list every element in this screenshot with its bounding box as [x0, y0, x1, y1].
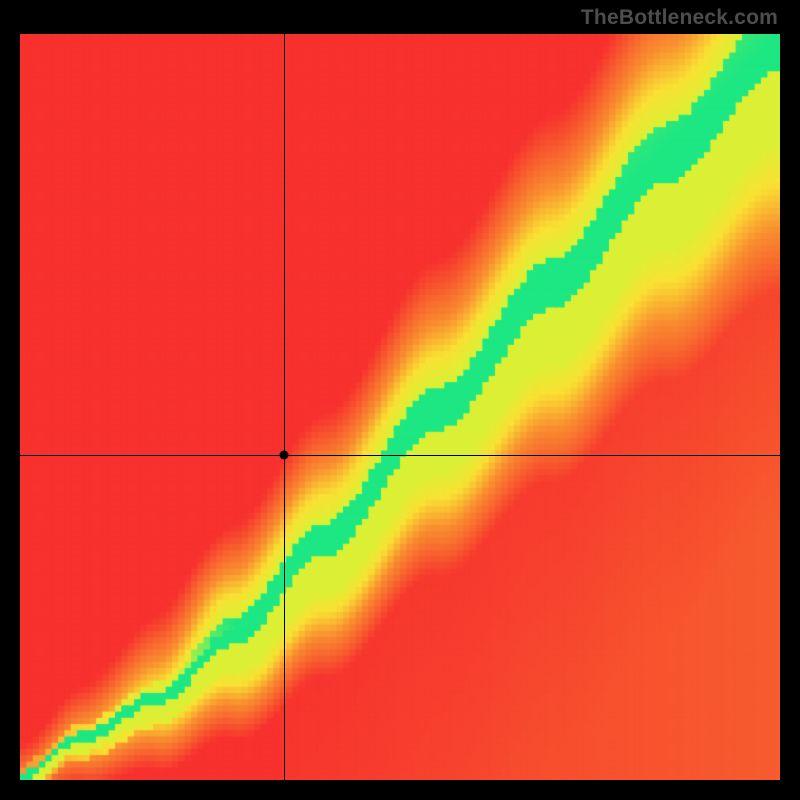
chart-container: { "attribution": "TheBottleneck.com", "c… — [0, 0, 800, 800]
attribution-text: TheBottleneck.com — [581, 6, 778, 30]
crosshair-point — [280, 451, 289, 460]
heatmap-canvas — [20, 34, 780, 780]
crosshair-vertical — [284, 34, 285, 780]
crosshair-horizontal — [20, 455, 780, 456]
